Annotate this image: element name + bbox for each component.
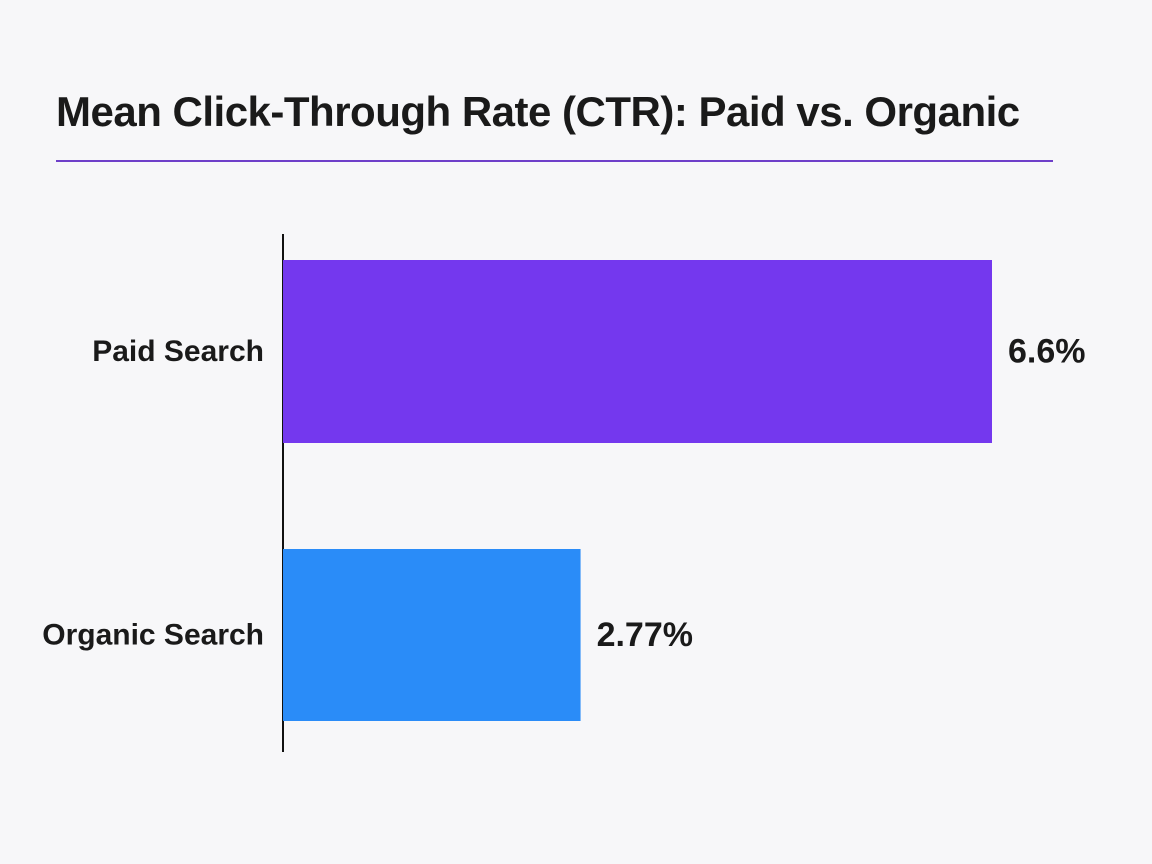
- bar-paid-search: [283, 260, 992, 443]
- value-label: 6.6%: [1008, 333, 1086, 371]
- chart-title: Mean Click-Through Rate (CTR): Paid vs. …: [56, 88, 1020, 135]
- category-label: Paid Search: [92, 335, 264, 368]
- value-label: 2.77%: [597, 616, 693, 654]
- bar-organic-search: [283, 549, 581, 721]
- title-divider: [56, 160, 1053, 162]
- category-label: Organic Search: [42, 619, 264, 652]
